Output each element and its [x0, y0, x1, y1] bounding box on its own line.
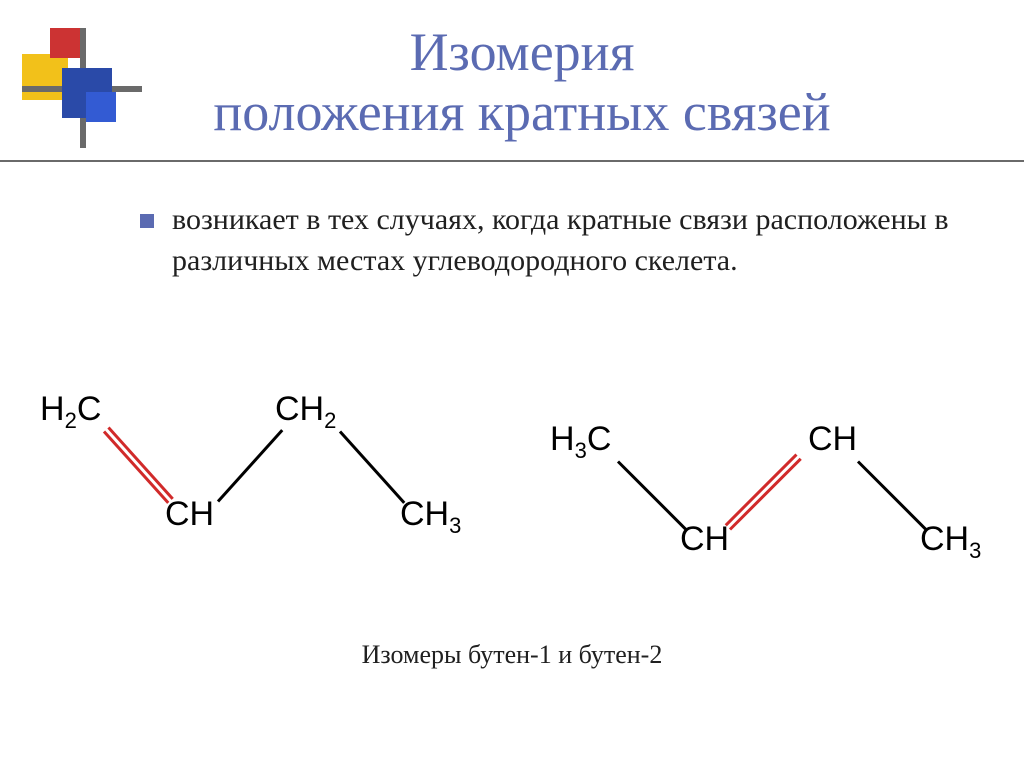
atom-label: CH3: [920, 520, 981, 564]
title-line-2: положения кратных связей: [60, 82, 984, 142]
diagram-caption: Изомеры бутен-1 и бутен-2: [0, 640, 1024, 670]
bullet-icon: [140, 214, 154, 228]
bullet-text: возникает в тех случаях, когда кратные с…: [172, 200, 964, 281]
atom-label: CH: [165, 495, 214, 534]
molecule-butene-1: H2C CH CH2 CH3: [40, 380, 500, 600]
bond: [617, 460, 687, 530]
molecule-diagram: H2C CH CH2 CH3 H3C CH CH CH3: [40, 380, 984, 620]
atom-label: CH3: [400, 495, 461, 539]
bond: [339, 430, 405, 503]
atom-label: H2C: [40, 390, 101, 434]
bond: [103, 430, 169, 503]
atom-label: CH: [680, 520, 729, 559]
title-rule: [0, 160, 1024, 162]
bond: [729, 458, 802, 531]
bond: [217, 429, 283, 502]
slide-title: Изомерия положения кратных связей: [60, 22, 984, 143]
atom-label: CH: [808, 420, 857, 459]
atom-label: CH2: [275, 390, 336, 434]
molecule-butene-2: H3C CH CH CH3: [550, 410, 1010, 630]
body-text: возникает в тех случаях, когда кратные с…: [140, 200, 964, 281]
atom-label: H3C: [550, 420, 611, 464]
title-line-1: Изомерия: [60, 22, 984, 82]
bond: [857, 460, 927, 530]
